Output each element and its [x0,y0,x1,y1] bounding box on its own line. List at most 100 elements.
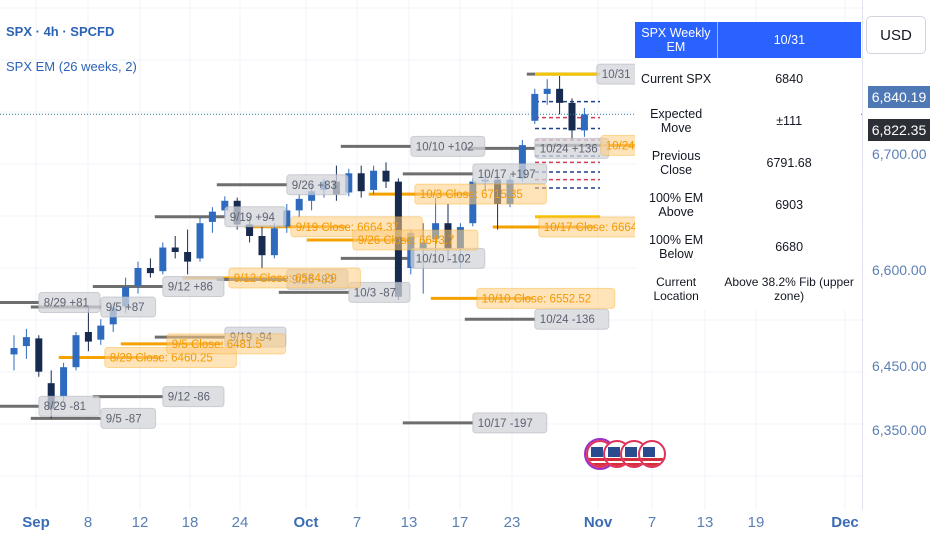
em-label: 10/3 -87 [354,287,396,299]
close-label: 9/5 Close: 6481.5 [172,339,262,351]
date-tick: Dec [831,514,859,531]
candle-body [382,170,390,182]
em-label: 8/29 +81 [44,298,89,310]
candle-body [270,228,278,256]
price-tick: 6,350.00 [872,422,927,438]
close-label-box [414,183,547,205]
candle-body [518,145,526,179]
table-label: Previous Close [651,149,701,177]
chart-area[interactable]: 8/29 +81 8/29 -81 9/5 +87 9/5 -87 9/12 +86 9/… [0,0,862,510]
table-value: ±111 [776,114,803,128]
candle-body [568,102,576,131]
price-axis[interactable] [862,0,932,510]
candle-body [580,114,588,131]
candle-body [543,88,551,94]
date-tick: Nov [583,514,613,531]
candle-body [531,93,539,121]
close-label: 10/10 Close: 6552.52 [482,293,591,305]
em-label: 8/29 -81 [44,401,86,413]
table-label: Current SPX [641,72,712,86]
candle-body [370,170,378,190]
em-label-box [534,308,610,330]
candle-body [84,332,92,342]
em-label-box [38,395,101,417]
currency-button[interactable]: USD [866,16,926,54]
expected-move-table: SPX Weekly EM 10/31 Current SPX 6840 Expe… [635,22,861,310]
candle-body [308,191,316,201]
table-value: 6840 [775,72,804,86]
candle-body [97,325,105,340]
close-label: 10/17 Close: 6664 [544,222,638,234]
candle-body [60,367,68,396]
date-tick: Oct [293,514,319,531]
indicator-legend[interactable]: SPX EM (26 weeks, 2) [6,59,137,74]
candle-body [246,224,254,236]
close-label: 10/3 Close: 6715.35 [420,189,523,201]
candle-body [134,268,142,286]
em-label: 10/24 -136 [540,314,595,326]
table-label: 100% EM Above [649,191,704,219]
em-label-box [348,281,411,303]
date-tick: 18 [181,514,199,531]
date-axis[interactable] [0,510,862,550]
candle-body [146,268,154,274]
date-tick: Sep [22,514,50,531]
us-flag-icon[interactable] [638,440,666,468]
prev-price-tag: 6,822.35 [868,119,930,141]
em-label: 9/12 -86 [168,392,210,404]
candlestick-chart[interactable]: 8/29 +81 8/29 -81 9/5 +87 9/5 -87 9/12 +86 9/… [0,0,862,510]
em-label-box [472,412,548,434]
date-tick: 24 [231,514,249,531]
candle-body [184,252,192,262]
em-label: 10/10 +102 [416,141,474,153]
em-label: 9/5 -87 [106,413,142,425]
table-header-title: SPX Weekly EM [635,22,718,58]
close-label: 10/24 [606,140,635,152]
price-tick: 6,450.00 [872,358,927,374]
candle-body [258,236,266,256]
em-label-box [472,163,548,185]
candle-body [35,338,43,372]
em-label: 10/17 +197 [478,169,536,181]
table-value: 6680 [775,240,804,254]
close-label-box [352,229,479,251]
price-tick: 6,600.00 [872,262,927,278]
date-tick: 8 [83,514,93,531]
close-label: 9/26 Close: 6643.7 [358,235,455,247]
date-tick: 13 [696,514,714,531]
close-label: 8/29 Close: 6460.25 [110,352,213,364]
candle-body [10,348,18,355]
table-label: Current Location [653,275,699,303]
em-label-box [286,174,349,196]
em-label-box [100,407,157,429]
last-price-tag: 6,840.19 [868,86,930,108]
em-label-box [410,135,486,157]
date-tick: 23 [503,514,521,531]
date-tick: 13 [400,514,418,531]
em-label-box [162,276,225,298]
table-header-date: 10/31 [717,22,861,58]
close-label-box [166,333,287,355]
candle-body [221,200,229,211]
em-label-box [224,206,287,228]
date-tick: 19 [747,514,765,531]
chart-title[interactable]: SPX · 4h · SPCFD [6,24,115,39]
candle-body [295,198,303,211]
em-label: 10/24 +136 [540,143,598,155]
em-label: 10/17 -197 [478,418,533,430]
table-label: Expected Move [650,107,703,135]
candle-body [196,223,204,259]
price-tick: 6,700.00 [872,146,927,162]
candle-body [283,210,291,227]
date-tick: 17 [451,514,469,531]
table-value: Above 38.2% Fib (upper zone) [724,275,854,303]
table-label: 100% EM Below [649,233,704,261]
em-label: 10/31 [602,69,631,81]
us-flag-icon[interactable] [603,440,631,468]
em-label: 9/12 +86 [168,282,213,294]
em-label-box [100,296,157,318]
em-label: 9/19 +94 [230,212,276,224]
candle-body [72,335,80,368]
candle-body [22,337,30,347]
em-label-box [38,292,101,314]
